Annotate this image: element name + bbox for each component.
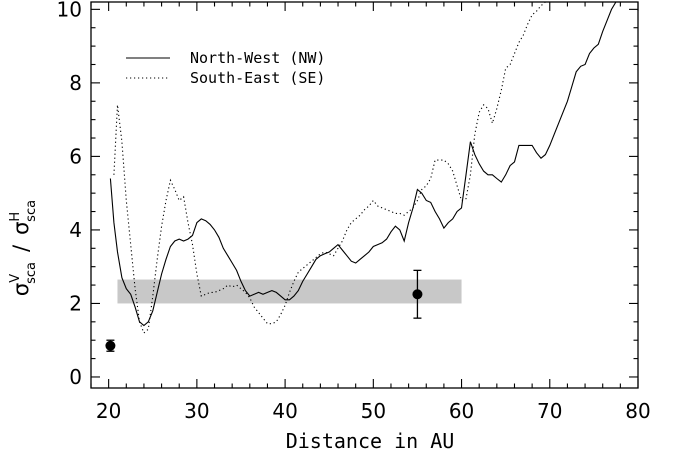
svg-text:σVsca/σHsca: σVsca/σHsca bbox=[8, 200, 39, 296]
x-tick-label: 60 bbox=[449, 399, 474, 423]
y-tick-label: 2 bbox=[69, 291, 82, 315]
series-line-se bbox=[113, 2, 546, 334]
x-tick-label: 70 bbox=[537, 399, 562, 423]
x-axis-label: Distance in AU bbox=[286, 429, 455, 453]
axis-ticks bbox=[90, 2, 639, 388]
error-points bbox=[105, 269, 423, 352]
plot-frame bbox=[90, 1, 639, 389]
x-tick-label: 40 bbox=[272, 399, 297, 423]
x-tick-label: 30 bbox=[184, 399, 209, 423]
tick-labels: 20 30 40 50 60 70 80 0 2 4 6 8 10 bbox=[57, 0, 651, 423]
x-tick-label: 50 bbox=[361, 399, 386, 423]
series-layer bbox=[109, 2, 617, 334]
data-point bbox=[105, 340, 116, 351]
y-tick-label: 0 bbox=[69, 365, 82, 389]
legend-label-se: South-East (SE) bbox=[190, 69, 325, 87]
legend-label-nw: North-West (NW) bbox=[190, 49, 325, 67]
x-tick-label: 20 bbox=[96, 399, 121, 423]
y-tick-label: 10 bbox=[57, 0, 82, 21]
y-tick-label: 4 bbox=[69, 218, 82, 242]
series-line-nw bbox=[109, 2, 617, 327]
x-tick-label: 80 bbox=[625, 399, 650, 423]
data-point bbox=[412, 289, 423, 300]
legend: North-West (NW) South-East (SE) bbox=[126, 49, 325, 87]
y-axis-label: σVsca/σHsca bbox=[8, 200, 39, 296]
y-tick-label: 8 bbox=[69, 71, 82, 95]
y-tick-label: 6 bbox=[69, 144, 82, 168]
